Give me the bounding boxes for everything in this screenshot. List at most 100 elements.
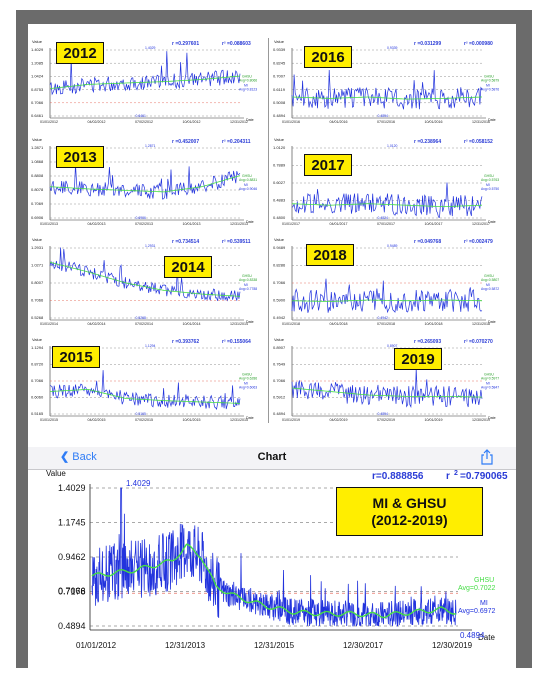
chart-2015: Value r =0.393762 r² =0.155064 1.1294 0.8720… [31, 337, 257, 422]
x-axis-label: Date [246, 320, 254, 324]
legend-mi-avg: Avg=0.5872 [481, 287, 499, 291]
y-tick-label: 0.7007 [273, 74, 286, 79]
chart-2019: Value r =0.265093 r² =0.070270 0.8907 0.7649… [273, 337, 499, 422]
r2-value: r² =0.002479 [464, 239, 493, 245]
big-x-tick-label: 12/31/2013 [165, 641, 206, 650]
x-axis-label: Date [488, 118, 496, 122]
x-tick-label: 12/31/2014 [230, 322, 248, 326]
legend-ghsu-avg: Avg=0.5763 [481, 178, 499, 182]
chart-2018: Value r =0.049768 r² =0.002479 0.9489 0.8286… [273, 237, 499, 326]
y-tick-label: 1.2931 [31, 245, 44, 250]
y-tick-label: 1.0424 [31, 74, 44, 79]
legend-ghsu: GHSU [242, 74, 252, 78]
big-x-tick-label: 12/31/2015 [254, 641, 295, 650]
y-tick-label: 0.4942 [273, 315, 286, 320]
x-tick-label: 01/01/2012 [40, 120, 58, 124]
legend-mi: MI [244, 183, 248, 187]
ghsu-series-line [292, 96, 482, 100]
mi-series-line [291, 368, 483, 408]
y-tick-label: 0.5008 [273, 100, 286, 105]
ghsu-series-line [49, 75, 241, 89]
y-tick-label: 0.8245 [273, 60, 286, 65]
chart-2016: Value r =0.031299 r² =0.000980 0.9339 0.8245… [273, 39, 499, 124]
x-tick-label: 07/02/2019 [377, 418, 395, 422]
legend-mi: MI [486, 381, 490, 385]
mi-series-line [291, 182, 483, 218]
x-tick-label: 01/01/2019 [282, 418, 300, 422]
big-x-tick-label: 12/30/2017 [343, 641, 384, 650]
r-value: r =0.452007 [172, 139, 199, 145]
legend-ghsu-avg: Avg=0.5977 [481, 376, 499, 380]
x-tick-label: 10/01/2017 [425, 222, 443, 226]
r-value: r =0.049768 [414, 239, 441, 245]
chevron-left-icon: ❮ [60, 451, 70, 463]
x-tick-label: 10/01/2015 [183, 418, 201, 422]
r2-value: r² =0.000980 [464, 41, 493, 47]
big-legend-ghsu-avg: Avg=0.7022 [458, 585, 496, 592]
ghsu-series-line [49, 388, 240, 404]
y-axis-label: Value [32, 237, 43, 242]
y-tick-label: 1.1294 [31, 345, 44, 350]
y-tick-label: 0.4894 [273, 411, 286, 416]
big-legend-mi: MI [480, 600, 488, 607]
min-label: 0.5268 [136, 316, 146, 320]
legend-ghsu-avg: Avg=0.8831 [239, 178, 257, 182]
legend-mi-avg: Avg=0.9046 [239, 187, 257, 191]
y-axis-label: Value [274, 137, 285, 142]
y-axis-label: Value [274, 237, 285, 242]
r-value: r =0.238964 [414, 139, 441, 145]
x-tick-label: 07/02/2013 [135, 222, 153, 226]
y-tick-label: 0.7069 [31, 201, 44, 206]
min-label: 0.4824 [378, 216, 388, 220]
y-tick-label: 0.5165 [31, 411, 44, 416]
y-tick-label: 0.5900 [273, 298, 286, 303]
back-button[interactable]: ❮ Back [60, 450, 97, 463]
y-tick-label: 0.6119 [273, 87, 286, 92]
y-tick-label: 0.8720 [31, 362, 44, 367]
y-tick-label: 0.9489 [273, 245, 286, 250]
y-axis-label: Value [32, 137, 43, 142]
mi-series-line [291, 69, 483, 110]
r2-value: r² =0.155064 [222, 339, 251, 345]
y-tick-label: 0.8808 [31, 173, 44, 178]
big-y-axis-label: Value [46, 470, 66, 478]
x-tick-label: 07/02/2012 [135, 120, 153, 124]
x-axis-label: Date [488, 416, 496, 420]
chart-2014: Value r =0.734514 r² =0.539511 1.2931 1.0271… [31, 237, 257, 326]
year-badge-2015: 2015 [52, 346, 100, 368]
share-icon[interactable] [480, 449, 494, 465]
chart-2017: Value r =0.238964 r² =0.058152 1.0120 0.7889… [273, 137, 499, 226]
x-tick-label: 04/02/2013 [88, 222, 106, 226]
x-tick-label: 04/01/2016 [330, 120, 348, 124]
legend-mi-avg: Avg=0.6063 [239, 385, 257, 389]
max-label: 0.9489 [387, 244, 397, 248]
r2-value: r² =0.204311 [222, 139, 251, 145]
legend-mi: MI [244, 83, 248, 87]
y-tick-label: 0.6906 [31, 215, 44, 220]
x-tick-label: 12/30/2019 [472, 418, 490, 422]
x-tick-label: 04/02/2015 [88, 418, 106, 422]
combined-chart: Value r=0.888856 r 2 =0.790065 1.4029 1.1745 0.… [28, 469, 516, 660]
legend-mi-avg: Avg=0.5876 [481, 87, 499, 91]
y-tick-label: 0.5268 [31, 315, 44, 320]
y-tick-label: 0.5912 [273, 395, 286, 400]
legend-ghsu: GHSU [242, 372, 252, 376]
big-min-label: 0.4894 [460, 631, 485, 640]
big-ghsu-series-line [91, 543, 457, 619]
x-tick-label: 10/01/2018 [425, 322, 443, 326]
y-tick-label: 0.7066 [31, 378, 44, 383]
x-tick-label: 04/02/2014 [88, 322, 106, 326]
max-label: 1.0120 [387, 144, 397, 148]
panel-2013: Value r =0.452007 r² =0.204311 1.2871 1.0868… [30, 136, 266, 232]
nav-bar: ❮ Back Chart [28, 447, 516, 470]
r2-value: r² =0.058152 [464, 139, 493, 145]
year-badge-2017: 2017 [304, 154, 352, 176]
ghsu-series-line [49, 261, 240, 297]
x-tick-label: 10/01/2016 [425, 120, 443, 124]
ghsu-series-line [292, 299, 483, 302]
y-tick-label: 0.4883 [273, 198, 286, 203]
x-tick-label: 10/01/2019 [425, 418, 443, 422]
legend-ghsu: GHSU [484, 174, 494, 178]
mi-series-line [49, 163, 241, 200]
x-tick-label: 12/31/2016 [472, 120, 490, 124]
